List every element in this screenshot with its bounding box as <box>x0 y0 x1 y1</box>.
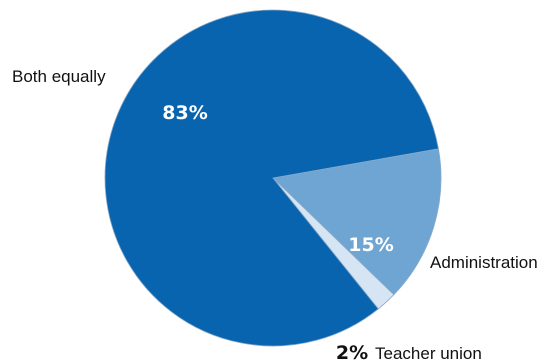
pie-slices <box>104 9 442 347</box>
value-label-administration: 15% <box>348 234 393 256</box>
category-label-administration: Administration <box>430 253 538 272</box>
pie-slice-administration <box>272 148 442 296</box>
value-label-teacher-union: 2% <box>336 342 368 362</box>
pie-slice-both-equally <box>104 9 439 347</box>
value-label-both-equally: 83% <box>162 102 207 124</box>
category-label-teacher-union: Teacher union <box>375 344 482 362</box>
category-label-both-equally: Both equally <box>12 67 106 86</box>
